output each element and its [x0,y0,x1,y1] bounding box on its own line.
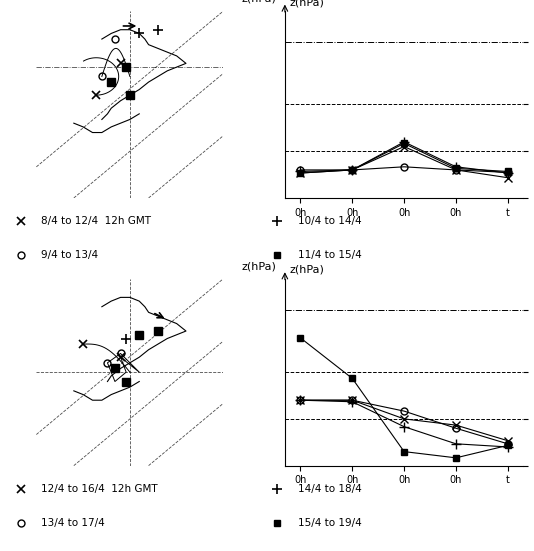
Text: 9/4 to 13/4: 9/4 to 13/4 [42,250,99,260]
Text: 10/4 to 14/4: 10/4 to 14/4 [298,217,362,226]
Text: 12/4 to 16/4  12h GMT: 12/4 to 16/4 12h GMT [42,484,158,494]
Text: z(hPa): z(hPa) [242,261,277,271]
Text: z(hPa): z(hPa) [242,0,277,3]
Text: z(hPa): z(hPa) [289,265,325,275]
Text: z(hPa): z(hPa) [289,0,325,7]
Text: 15/4 to 19/4: 15/4 to 19/4 [298,518,362,528]
Text: 13/4 to 17/4: 13/4 to 17/4 [42,518,105,528]
Text: 8/4 to 12/4  12h GMT: 8/4 to 12/4 12h GMT [42,217,152,226]
Text: 14/4 to 18/4: 14/4 to 18/4 [298,484,362,494]
Text: 11/4 to 15/4: 11/4 to 15/4 [298,250,362,260]
